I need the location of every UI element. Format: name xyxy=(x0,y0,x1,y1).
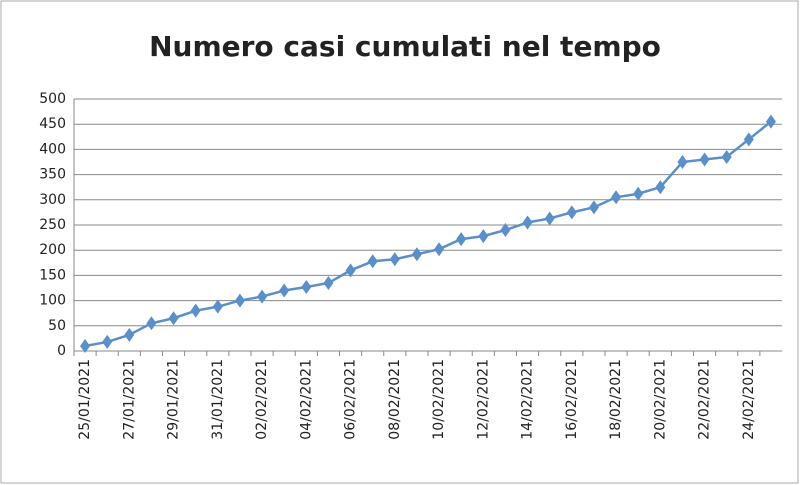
y-tick-label: 250 xyxy=(39,217,66,233)
y-tick-label: 500 xyxy=(39,91,66,107)
x-tick-label: 14/02/2021 xyxy=(520,359,536,440)
chart-title: Numero casi cumulati nel tempo xyxy=(149,30,661,63)
data-point xyxy=(257,289,268,304)
y-tick-label: 50 xyxy=(48,318,66,334)
x-tick-label: 12/02/2021 xyxy=(475,359,491,440)
data-point xyxy=(102,334,113,349)
data-point xyxy=(655,180,666,195)
x-tick-label: 24/02/2021 xyxy=(741,359,757,440)
data-point xyxy=(456,232,467,247)
x-tick-label: 10/02/2021 xyxy=(431,359,447,440)
data-point xyxy=(345,263,356,278)
x-tick-label: 22/02/2021 xyxy=(697,359,713,440)
data-point xyxy=(124,327,135,342)
x-tick-label: 27/01/2021 xyxy=(121,359,137,440)
y-tick-label: 300 xyxy=(39,192,66,208)
x-tick-label: 16/02/2021 xyxy=(564,359,580,440)
data-point xyxy=(323,275,334,290)
data-point xyxy=(765,114,776,129)
data-point xyxy=(522,215,533,230)
y-tick-label: 0 xyxy=(57,343,66,359)
x-tick-label: 29/01/2021 xyxy=(166,359,182,440)
data-point xyxy=(677,155,688,169)
data-point xyxy=(544,211,555,226)
y-tick-label: 400 xyxy=(39,141,66,157)
data-point xyxy=(367,254,378,269)
data-point xyxy=(146,316,157,331)
data-point xyxy=(500,223,511,238)
data-point xyxy=(301,279,312,294)
x-tick-label: 02/02/2021 xyxy=(254,359,270,440)
data-point xyxy=(389,252,400,267)
data-point xyxy=(699,152,710,167)
x-tick-label: 31/01/2021 xyxy=(210,359,226,440)
data-point xyxy=(566,205,577,220)
data-point xyxy=(411,247,422,262)
x-tick-label: 04/02/2021 xyxy=(298,359,314,440)
data-point xyxy=(721,149,732,164)
data-point xyxy=(190,303,201,318)
data-point xyxy=(434,242,445,257)
x-tick-label: 18/02/2021 xyxy=(608,359,624,440)
y-tick-label: 450 xyxy=(39,116,66,132)
data-point xyxy=(611,190,622,205)
x-tick-label: 06/02/2021 xyxy=(343,359,359,440)
y-tick-label: 150 xyxy=(39,267,66,283)
data-point xyxy=(80,338,91,353)
x-tick-label: 20/02/2021 xyxy=(652,359,668,440)
data-point xyxy=(212,299,223,314)
data-point xyxy=(633,186,644,201)
data-point xyxy=(478,229,489,244)
data-point xyxy=(234,293,245,308)
data-point xyxy=(588,200,599,215)
y-tick-label: 100 xyxy=(39,293,66,309)
data-point xyxy=(168,311,179,326)
x-tick-label: 25/01/2021 xyxy=(77,359,93,440)
data-point xyxy=(743,132,754,147)
y-tick-label: 200 xyxy=(39,242,66,258)
y-tick-label: 350 xyxy=(39,167,66,183)
x-tick-label: 08/02/2021 xyxy=(387,359,403,440)
data-point xyxy=(279,283,290,298)
